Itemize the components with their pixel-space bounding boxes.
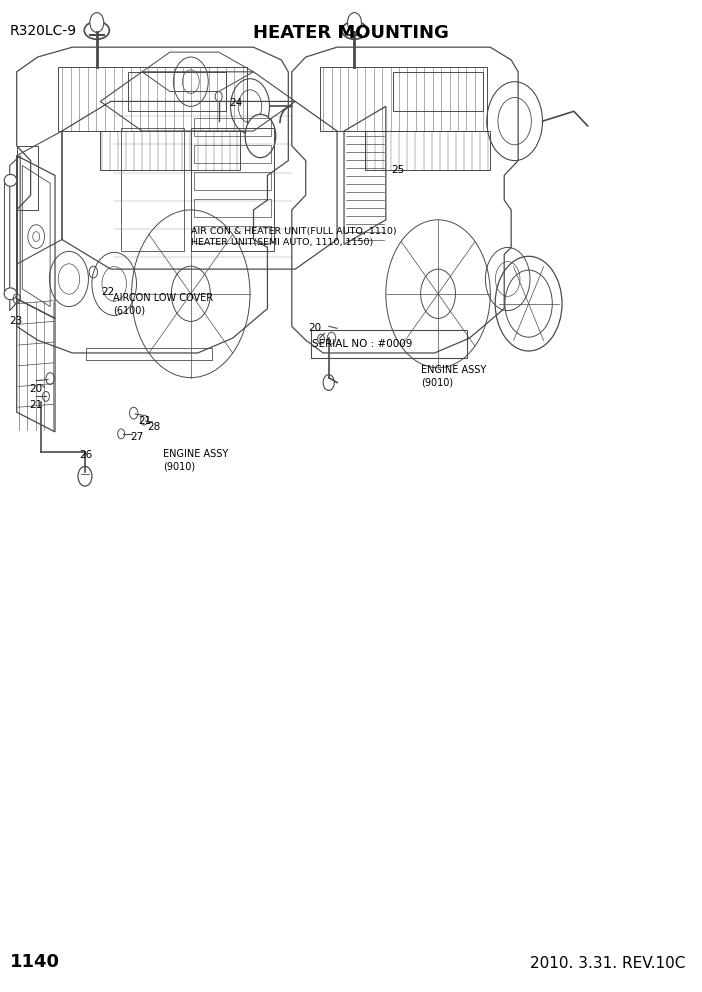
Bar xyxy=(17,146,38,210)
Text: 2010. 3.31. REV.10C: 2010. 3.31. REV.10C xyxy=(530,956,685,971)
Circle shape xyxy=(216,91,222,101)
Ellipse shape xyxy=(342,22,367,40)
Circle shape xyxy=(43,392,49,402)
Text: 28: 28 xyxy=(147,422,160,432)
Bar xyxy=(121,128,184,251)
Text: R320LC-9: R320LC-9 xyxy=(10,25,77,39)
Bar xyxy=(191,128,274,251)
Bar xyxy=(194,145,271,163)
Bar xyxy=(128,71,225,111)
Text: 26: 26 xyxy=(79,449,93,459)
Circle shape xyxy=(245,114,276,158)
Bar xyxy=(194,198,271,216)
Text: 20: 20 xyxy=(29,385,42,395)
Bar xyxy=(194,226,271,243)
Text: AIR CON & HEATER UNIT(FULL AUTO, 1110)
HEATER UNIT(SEMI AUTO, 1110, 1150): AIR CON & HEATER UNIT(FULL AUTO, 1110) H… xyxy=(191,227,397,247)
Text: 27: 27 xyxy=(131,432,143,441)
Circle shape xyxy=(327,332,336,344)
Text: 21: 21 xyxy=(29,400,43,411)
Circle shape xyxy=(46,373,54,385)
Bar xyxy=(393,71,483,111)
Bar xyxy=(86,348,212,360)
Ellipse shape xyxy=(84,22,110,40)
Text: ENGINE ASSY
(9010): ENGINE ASSY (9010) xyxy=(420,365,486,387)
Text: 1140: 1140 xyxy=(10,953,60,971)
Text: SERIAL NO : #0009: SERIAL NO : #0009 xyxy=(312,339,412,349)
Bar xyxy=(100,131,239,171)
Text: HEATER MOUNTING: HEATER MOUNTING xyxy=(253,25,449,43)
Text: AIRCON LOW COVER
(6100): AIRCON LOW COVER (6100) xyxy=(113,293,213,315)
Bar xyxy=(365,131,490,171)
Bar xyxy=(4,181,17,294)
Bar xyxy=(194,172,271,189)
Text: 20: 20 xyxy=(307,323,321,333)
Text: 23: 23 xyxy=(10,316,23,326)
Bar xyxy=(194,118,271,136)
Bar xyxy=(319,66,486,131)
Text: 24: 24 xyxy=(229,98,242,108)
Text: 22: 22 xyxy=(101,287,114,297)
Ellipse shape xyxy=(4,288,17,300)
Bar xyxy=(310,330,468,358)
Ellipse shape xyxy=(4,175,17,186)
Text: 25: 25 xyxy=(392,166,404,176)
Circle shape xyxy=(347,13,362,33)
Bar xyxy=(58,66,246,131)
Circle shape xyxy=(90,13,104,33)
Text: 21: 21 xyxy=(138,416,152,426)
Text: ENGINE ASSY
(9010): ENGINE ASSY (9010) xyxy=(163,448,228,471)
